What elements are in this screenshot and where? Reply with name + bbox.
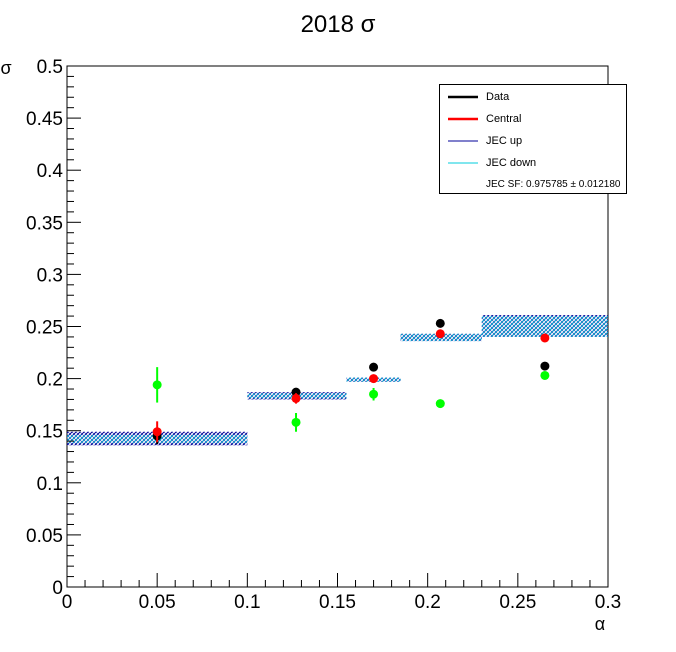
x-axis-label: α: [595, 614, 605, 634]
x-tick-label: 0.2: [414, 592, 440, 613]
legend-swatch: [448, 95, 478, 99]
x-tick-label: 0.25: [499, 592, 536, 613]
legend-entry: JEC down: [440, 153, 628, 173]
y-tick-label: 0.35: [26, 213, 63, 234]
legend-swatch: [448, 162, 478, 164]
y-axis-label: σ: [0, 58, 11, 78]
data-point: [435, 399, 445, 409]
x-tick-label: 0.15: [319, 592, 356, 613]
data-point: [152, 427, 162, 437]
y-tick-label: 0.2: [37, 370, 63, 391]
x-tick-label: 0.3: [595, 592, 621, 613]
legend-entry: JEC SF: 0.975785 ± 0.012180: [440, 175, 628, 195]
legend-swatch: [448, 117, 478, 121]
x-tick-label: 0.05: [139, 592, 176, 613]
legend-entry: JEC up: [440, 131, 628, 151]
y-tick-label: 0.4: [37, 161, 64, 182]
legend-label: JEC down: [486, 157, 537, 169]
legend-entry: Data: [440, 87, 628, 107]
data-point: [291, 417, 301, 427]
data-point: [369, 389, 379, 399]
y-tick-label: 0: [52, 578, 63, 599]
legend: Data Central JEC up JEC down JEC SF: 0.97578…: [439, 84, 627, 194]
x-tick-label: 0: [62, 592, 73, 613]
y-tick-label: 0.3: [37, 265, 63, 286]
x-tick-label: 0.1: [234, 592, 260, 613]
y-tick-label: 0.5: [37, 57, 63, 78]
data-point: [540, 370, 550, 380]
chart-title: 2018 σ: [301, 11, 376, 38]
y-tick-label: 0.15: [26, 422, 63, 443]
data-point: [435, 329, 445, 339]
y-tick-label: 0.1: [37, 474, 63, 495]
y-tick-label: 0.25: [26, 318, 63, 339]
legend-swatch: [448, 140, 478, 142]
legend-label: Central: [486, 113, 522, 125]
data-point: [291, 387, 301, 397]
jec-down-band: [481, 316, 608, 337]
y-tick-label: 0.45: [26, 109, 63, 130]
data-point: [291, 393, 301, 403]
legend-label: Data: [486, 91, 510, 103]
legend-entry: Central: [440, 109, 628, 129]
legend-label: JEC SF: 0.975785 ± 0.012180: [486, 179, 621, 190]
data-point: [540, 333, 550, 343]
data-point: [369, 374, 379, 384]
data-point: [152, 380, 162, 390]
data-point: [435, 318, 445, 328]
data-point: [369, 362, 379, 372]
y-tick-label: 0.05: [26, 526, 63, 547]
legend-label: JEC up: [486, 135, 523, 147]
data-point: [540, 361, 550, 371]
